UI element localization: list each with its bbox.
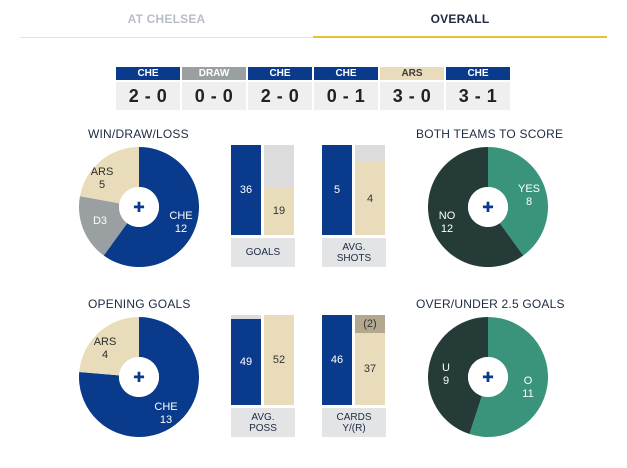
goals-che-bar bbox=[231, 145, 261, 235]
chelsea-crest-icon: ✚ bbox=[133, 369, 145, 385]
opening-ars-slice bbox=[79, 317, 139, 376]
cards-ars-column: (2) 37 bbox=[355, 315, 385, 405]
wdl-donut: ✚ ARS 5 D3 CHE 12 bbox=[79, 147, 199, 267]
recent-results: CHE 2 - 0 DRAW 0 - 0 CHE 2 - 0 CHE 0 - 1… bbox=[116, 67, 510, 110]
result-card: CHE 3 - 1 bbox=[446, 67, 510, 110]
result-team: ARS bbox=[380, 67, 444, 80]
wdl-donut-svg bbox=[79, 147, 199, 267]
chelsea-crest-icon: ✚ bbox=[482, 369, 494, 385]
cards-bars: 46 (2) 37 CARDS Y/(R) bbox=[322, 315, 386, 437]
cards-che-value: 46 bbox=[330, 354, 344, 366]
shots-ars-value: 4 bbox=[366, 193, 374, 205]
poss-che-value: 49 bbox=[239, 356, 253, 368]
tab-at-chelsea[interactable]: AT CHELSEA bbox=[20, 0, 313, 38]
result-score: 0 - 1 bbox=[314, 82, 378, 110]
result-score: 0 - 0 bbox=[182, 82, 246, 110]
possession-bars: 49 52 AVG. POSS bbox=[231, 315, 295, 437]
ou-over-label: O 11 bbox=[522, 375, 534, 400]
ou-under-slice bbox=[428, 317, 488, 435]
opening-che-label: CHE 13 bbox=[154, 401, 178, 426]
result-score: 2 - 0 bbox=[248, 82, 312, 110]
poss-label: AVG. POSS bbox=[231, 408, 295, 437]
cards-label: CARDS Y/(R) bbox=[322, 408, 386, 437]
poss-che-column: 49 bbox=[231, 315, 261, 405]
opening-donut-svg bbox=[79, 317, 199, 437]
result-score: 3 - 0 bbox=[380, 82, 444, 110]
shots-ars-bar bbox=[355, 161, 385, 235]
opening-ars-label: ARS 4 bbox=[93, 336, 117, 361]
cards-che-column: 46 bbox=[322, 315, 352, 405]
goals-ars-column: 19 bbox=[264, 145, 294, 235]
wdl-che-label: CHE 12 bbox=[169, 210, 193, 235]
shots-label: AVG. SHOTS bbox=[322, 238, 386, 267]
cards-ars-red-bar bbox=[355, 315, 385, 333]
btts-title: BOTH TEAMS TO SCORE bbox=[416, 127, 564, 141]
opening-che-slice bbox=[79, 317, 199, 437]
btts-donut-svg bbox=[428, 147, 548, 267]
ou-donut-svg bbox=[428, 317, 548, 437]
shots-che-column: 5 bbox=[322, 145, 352, 235]
wdl-title: WIN/DRAW/LOSS bbox=[88, 127, 189, 141]
over-under-title: OVER/UNDER 2.5 GOALS bbox=[416, 297, 565, 311]
result-card: CHE 2 - 0 bbox=[116, 67, 180, 110]
poss-ars-value: 52 bbox=[272, 354, 286, 366]
opening-goals-donut: ✚ ARS 4 CHE 13 bbox=[79, 317, 199, 437]
goals-ars-bar bbox=[264, 187, 294, 235]
cards-che-bar bbox=[322, 315, 352, 405]
result-team: CHE bbox=[116, 67, 180, 80]
shots-che-bar bbox=[322, 145, 352, 235]
btts-yes-label: YES 8 bbox=[517, 183, 540, 208]
btts-donut: ✚ YES 8 NO 12 bbox=[428, 147, 548, 267]
poss-ars-column: 52 bbox=[264, 315, 294, 405]
result-card: DRAW 0 - 0 bbox=[182, 67, 246, 110]
result-card: CHE 0 - 1 bbox=[314, 67, 378, 110]
goals-ars-value: 19 bbox=[272, 205, 286, 217]
poss-ars-bar bbox=[264, 315, 294, 405]
btts-yes-slice bbox=[488, 147, 548, 256]
chelsea-crest-icon: ✚ bbox=[133, 199, 145, 215]
result-team: CHE bbox=[314, 67, 378, 80]
shots-bars: 5 4 AVG. SHOTS bbox=[322, 145, 386, 267]
goals-bars: 36 19 GOALS bbox=[231, 145, 295, 267]
tab-overall[interactable]: OVERALL bbox=[313, 0, 607, 38]
goals-che-value: 36 bbox=[239, 184, 253, 196]
ou-over-slice bbox=[469, 317, 548, 437]
wdl-ars-label: ARS 5 bbox=[90, 166, 114, 191]
cards-ars-yellow-bar bbox=[355, 333, 385, 405]
wdl-draw-slice bbox=[79, 196, 128, 256]
poss-che-bar bbox=[231, 319, 261, 405]
result-score: 3 - 1 bbox=[446, 82, 510, 110]
opening-goals-title: OPENING GOALS bbox=[88, 297, 191, 311]
goals-label: GOALS bbox=[231, 238, 295, 267]
result-score: 2 - 0 bbox=[116, 82, 180, 110]
shots-ars-column: 4 bbox=[355, 145, 385, 235]
result-team: CHE bbox=[248, 67, 312, 80]
result-card: CHE 2 - 0 bbox=[248, 67, 312, 110]
btts-no-slice bbox=[428, 147, 524, 267]
result-team: CHE bbox=[446, 67, 510, 80]
chelsea-crest-icon: ✚ bbox=[482, 199, 494, 215]
wdl-draw-label: D3 bbox=[92, 215, 108, 227]
result-team: DRAW bbox=[182, 67, 246, 80]
wdl-ars-slice bbox=[79, 147, 139, 204]
wdl-che-slice bbox=[103, 147, 199, 267]
cards-ars-red-value: (2) bbox=[363, 318, 377, 330]
result-card: ARS 3 - 0 bbox=[380, 67, 444, 110]
btts-no-label: NO 12 bbox=[438, 210, 456, 235]
cards-ars-yellow-value: 37 bbox=[363, 363, 377, 375]
goals-che-column: 36 bbox=[231, 145, 261, 235]
shots-che-value: 5 bbox=[333, 184, 341, 196]
